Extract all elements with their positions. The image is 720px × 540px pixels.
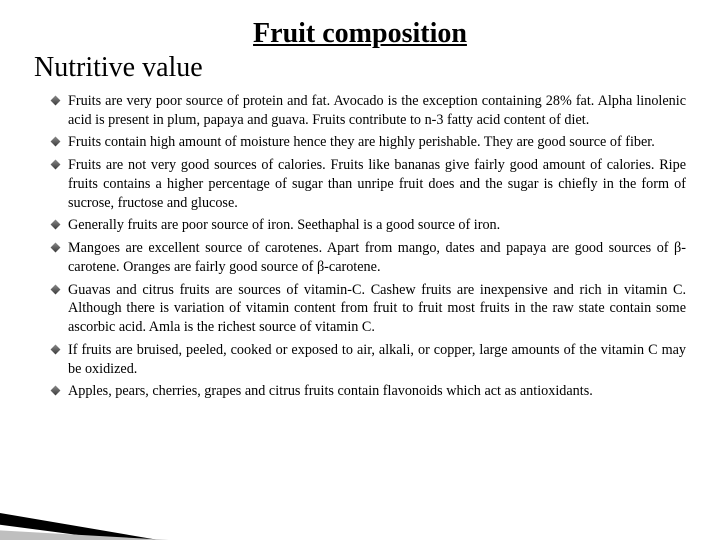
diamond-bullet-icon: [51, 137, 61, 147]
corner-decoration: [0, 494, 220, 540]
bullet-list: Fruits are very poor source of protein a…: [34, 92, 686, 401]
diamond-bullet-icon: [51, 96, 61, 106]
bullet-item: Apples, pears, cherries, grapes and citr…: [52, 382, 686, 401]
corner-triangle-white: [0, 524, 162, 540]
bullet-item: Fruits are not very good sources of calo…: [52, 156, 686, 212]
bullet-text: Generally fruits are poor source of iron…: [68, 217, 500, 233]
diamond-bullet-icon: [51, 243, 61, 253]
bullet-item: Generally fruits are poor source of iron…: [52, 216, 686, 235]
diamond-bullet-icon: [51, 344, 61, 354]
bullet-item: If fruits are bruised, peeled, cooked or…: [52, 341, 686, 378]
diamond-bullet-icon: [51, 284, 61, 294]
diamond-bullet-icon: [51, 220, 61, 230]
bullet-item: Mangoes are excellent source of carotene…: [52, 239, 686, 276]
bullet-text: Guavas and citrus fruits are sources of …: [68, 282, 686, 335]
bullet-text: Apples, pears, cherries, grapes and citr…: [68, 383, 593, 399]
corner-triangle-black: [0, 512, 194, 540]
bullet-item: Fruits are very poor source of protein a…: [52, 92, 686, 129]
bullet-text: Fruits are very poor source of protein a…: [68, 93, 686, 128]
slide-subtitle: Nutritive value: [34, 52, 686, 84]
bullet-text: Fruits contain high amount of moisture h…: [68, 134, 655, 150]
slide-title: Fruit composition: [154, 18, 566, 50]
bullet-text: If fruits are bruised, peeled, cooked or…: [68, 342, 686, 377]
corner-triangle-gray: [0, 530, 204, 540]
bullet-text: Fruits are not very good sources of calo…: [68, 157, 686, 210]
diamond-bullet-icon: [51, 386, 61, 396]
bullet-item: Guavas and citrus fruits are sources of …: [52, 281, 686, 337]
bullet-item: Fruits contain high amount of moisture h…: [52, 133, 686, 152]
diamond-bullet-icon: [51, 160, 61, 170]
bullet-text: Mangoes are excellent source of carotene…: [68, 240, 686, 275]
slide: Fruit composition Nutritive value Fruits…: [0, 0, 720, 540]
